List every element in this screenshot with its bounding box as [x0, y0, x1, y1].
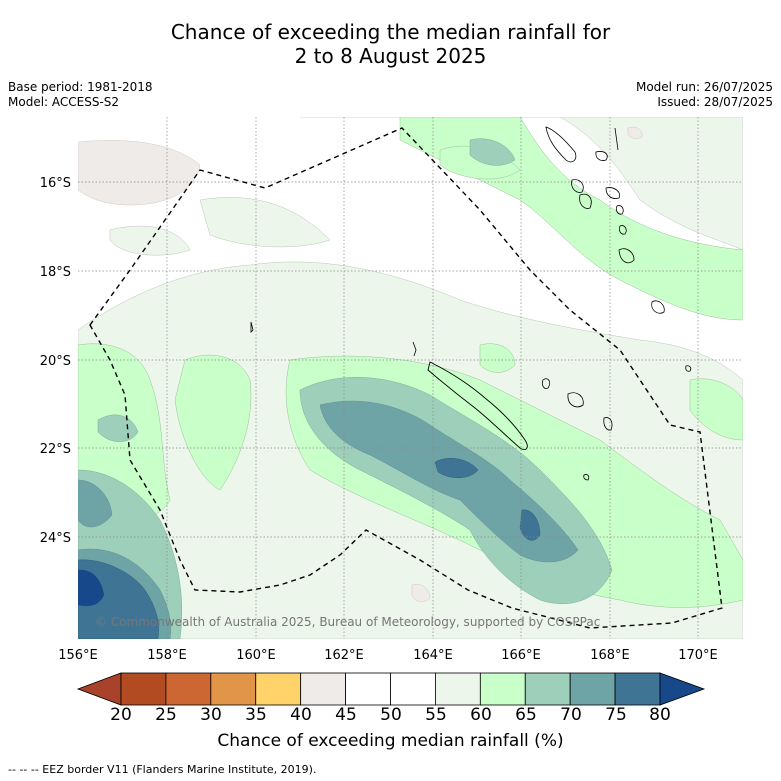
x-tick-label: 160°E	[236, 648, 276, 663]
issued-text: Issued: 28/07/2025	[657, 95, 773, 109]
x-tick-label: 158°E	[147, 648, 187, 663]
colorbar-tick: 40	[290, 705, 312, 725]
colorbar-tick: 65	[515, 705, 537, 725]
colorbar-title: Chance of exceeding median rainfall (%)	[217, 731, 564, 751]
colorbar-extend-low	[76, 672, 122, 706]
new-caledonia-coastline	[427, 361, 528, 451]
colorbar-tick: 45	[335, 705, 357, 725]
colorbar-tick: 75	[605, 705, 627, 725]
colorbar-tick: 80	[649, 705, 671, 725]
colorbar-cell	[165, 672, 212, 706]
title-line-1: Chance of exceeding the median rainfall …	[170, 20, 611, 44]
eez-footnote: -- -- -- EEZ border V11 (Flanders Marine…	[8, 763, 317, 776]
y-tick-label: 24°S	[40, 531, 71, 546]
colorbar-tick: 30	[200, 705, 222, 725]
y-tick-label: 16°S	[40, 176, 71, 191]
colorbar-cell	[120, 672, 167, 706]
y-axis-labels: 16°S 18°S 20°S 22°S 24°S	[40, 176, 71, 546]
colorbar-tick-labels: 20 25 30 35 40 45 50 55 60 65 70 75 80	[110, 705, 671, 725]
contour-40-45	[78, 126, 643, 602]
colorbar-cell	[345, 672, 391, 706]
colorbar-cell	[255, 672, 302, 706]
base-period-text: Base period: 1981-2018	[8, 80, 153, 94]
colorbar-cell	[614, 672, 661, 706]
x-axis-labels: 156°E 158°E 160°E 162°E 164°E 166°E 168°…	[58, 648, 718, 663]
colorbar-cell	[524, 672, 571, 706]
colorbar-tick: 50	[380, 705, 402, 725]
colorbar: 20 25 30 35 40 45 50 55 60 65 70 75 80	[76, 672, 706, 725]
chesterfield-reef-outline	[250, 321, 254, 333]
y-tick-label: 20°S	[40, 354, 71, 369]
info-right: Model run: 26/07/2025 Issued: 28/07/2025	[636, 80, 773, 110]
colorbar-tick: 35	[245, 705, 267, 725]
info-left: Base period: 1981-2018 Model: ACCESS-S2	[8, 80, 153, 110]
x-tick-label: 166°E	[501, 648, 541, 663]
colorbar-tick: 55	[425, 705, 447, 725]
belep-islands-coastline	[412, 341, 417, 357]
model-text: Model: ACCESS-S2	[8, 95, 120, 109]
x-tick-label: 162°E	[324, 648, 364, 663]
map-area: © Commonwealth of Australia 2025, Bureau…	[78, 117, 743, 639]
copyright-text: © Commonwealth of Australia 2025, Bureau…	[95, 615, 600, 629]
colorbar-cell	[300, 672, 346, 706]
colorbar-tick: 60	[470, 705, 492, 725]
y-tick-label: 22°S	[40, 442, 71, 457]
colorbar-cell	[390, 672, 436, 706]
x-tick-label: 156°E	[58, 648, 98, 663]
x-tick-label: 164°E	[413, 648, 453, 663]
y-tick-label: 18°S	[40, 265, 71, 280]
model-run-text: Model run: 26/07/2025	[635, 80, 773, 94]
graticule	[78, 117, 743, 639]
map-title: Chance of exceeding the median rainfall …	[0, 20, 781, 68]
isle-of-pines-coastline	[583, 474, 590, 481]
loyalty-islands-coastline	[541, 378, 613, 431]
x-tick-label: 168°E	[590, 648, 630, 663]
colorbar-tick: 70	[560, 705, 582, 725]
title-line-2: 2 to 8 August 2025	[294, 44, 487, 68]
colorbar-cell	[435, 672, 481, 706]
contour-over-80	[78, 569, 104, 607]
vanuatu-coastline	[545, 126, 692, 372]
colorbar-cells	[120, 672, 661, 706]
colorbar-extend-high	[659, 672, 706, 706]
x-tick-label: 170°E	[678, 648, 718, 663]
colorbar-cell	[569, 672, 616, 706]
colorbar-tick: 20	[110, 705, 132, 725]
eez-border	[89, 127, 723, 629]
colorbar-cell	[479, 672, 526, 706]
colorbar-cell	[210, 672, 257, 706]
colorbar-tick: 25	[155, 705, 177, 725]
